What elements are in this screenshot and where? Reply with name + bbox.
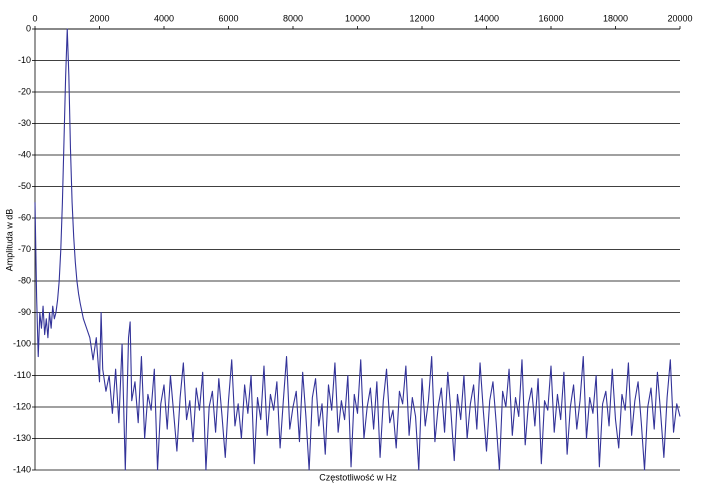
x-tick-label: 14000 <box>474 13 499 23</box>
y-tick-label: -110 <box>14 370 31 380</box>
x-tick-label: 8000 <box>283 13 303 23</box>
x-tick-label: 2000 <box>89 13 109 23</box>
y-tick-label: -60 <box>18 212 31 222</box>
x-axis-label: Częstotliwość w Hz <box>319 472 397 482</box>
y-axis-label: Amplituda w dB <box>4 209 14 272</box>
y-tick-label: -140 <box>13 464 31 474</box>
spectrum-line <box>34 28 681 471</box>
y-tick-label: 0 <box>26 23 31 33</box>
x-tick-label: 16000 <box>538 13 563 23</box>
y-tick-label: -80 <box>18 275 31 285</box>
x-tick-label: 6000 <box>218 13 238 23</box>
y-tick-label: -40 <box>18 149 31 159</box>
y-tick-label: -50 <box>18 181 31 191</box>
y-tick-label: -130 <box>13 433 31 443</box>
x-tick-label: 18000 <box>603 13 628 23</box>
y-tick-label: -90 <box>18 307 31 317</box>
y-tick-label: -20 <box>18 86 31 96</box>
x-tick-label: 10000 <box>345 13 370 23</box>
x-tick-label: 20000 <box>667 13 692 23</box>
x-tick-label: 0 <box>32 13 37 23</box>
y-tick-label: -10 <box>18 55 31 65</box>
y-tick-label: -30 <box>18 118 31 128</box>
x-tick-label: 4000 <box>154 13 174 23</box>
y-tick-label: -120 <box>13 401 31 411</box>
y-tick-label: -70 <box>18 244 31 254</box>
y-tick-label: -100 <box>13 338 31 348</box>
x-tick-label: 12000 <box>409 13 434 23</box>
